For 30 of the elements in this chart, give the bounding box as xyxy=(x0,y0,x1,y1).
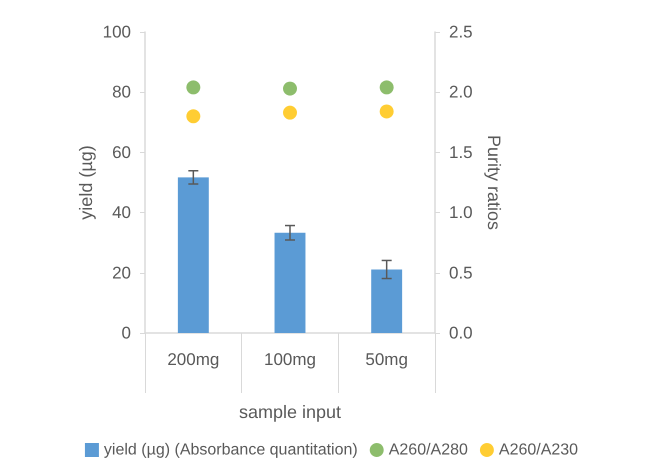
y-tick-label: 40 xyxy=(112,203,131,222)
x-tick-label: 100mg xyxy=(264,350,316,369)
point xyxy=(186,80,200,94)
point xyxy=(186,109,200,124)
y2-tick-label: 2.0 xyxy=(449,82,473,102)
y2-tick-label: 1.0 xyxy=(449,203,473,222)
y-tick-label: 100 xyxy=(102,22,131,42)
x-tick-label: 200mg xyxy=(167,350,220,369)
legend-label: yield (µg) (Absorbance quantitation) xyxy=(104,442,358,458)
y2-axis-title: Purity ratios xyxy=(484,134,504,230)
legend-label: A260/A230 xyxy=(498,442,578,458)
y2-tick-label: 0.5 xyxy=(449,263,473,282)
bar xyxy=(371,269,402,333)
y2-tick-label: 1.5 xyxy=(449,142,473,162)
point xyxy=(380,80,394,94)
point xyxy=(283,106,297,120)
y-tick-label: 60 xyxy=(112,142,131,162)
bar xyxy=(178,177,209,333)
y-tick-label: 0 xyxy=(122,324,131,342)
y2-tick-label: 0.0 xyxy=(449,324,473,342)
point xyxy=(283,82,297,96)
y-axis-title: yield (µg) xyxy=(76,145,96,220)
legend-label: A260/A280 xyxy=(388,442,468,458)
bar xyxy=(274,232,306,333)
y2-tick-label: 2.5 xyxy=(449,22,473,42)
x-axis-title: sample input xyxy=(238,402,342,422)
x-tick-label: 50mg xyxy=(365,350,408,369)
y-tick-label: 80 xyxy=(112,82,131,102)
y-tick-label: 20 xyxy=(112,263,131,282)
point xyxy=(380,104,394,118)
